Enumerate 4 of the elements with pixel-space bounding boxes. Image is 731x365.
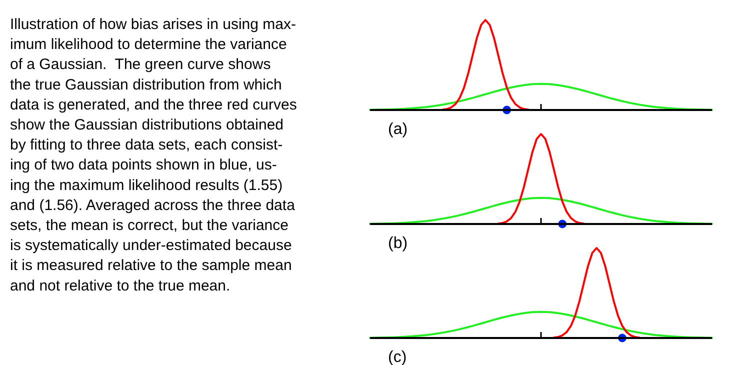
text: (c) bbox=[388, 349, 407, 365]
text: (a) bbox=[388, 121, 408, 138]
text: Illustration of how bias arises in using max- imum likelihood to determine the variance of a Gaussian. The green curve shows the true Gaussian distribution from which data is generated, and the three red curves show the Gaussian distributions obtained by fitting to three data sets, each consist- ing of two data points shown in blue, us- ing the maximum likelihood results (1.55) and (1.56). Averaged across the three data sets, the mean is correct, but the variance is systematically under-estimated because it is measured relative to the sample mean and not relative to the true mean. bbox=[10, 16, 297, 294]
text: (b) bbox=[388, 235, 408, 252]
